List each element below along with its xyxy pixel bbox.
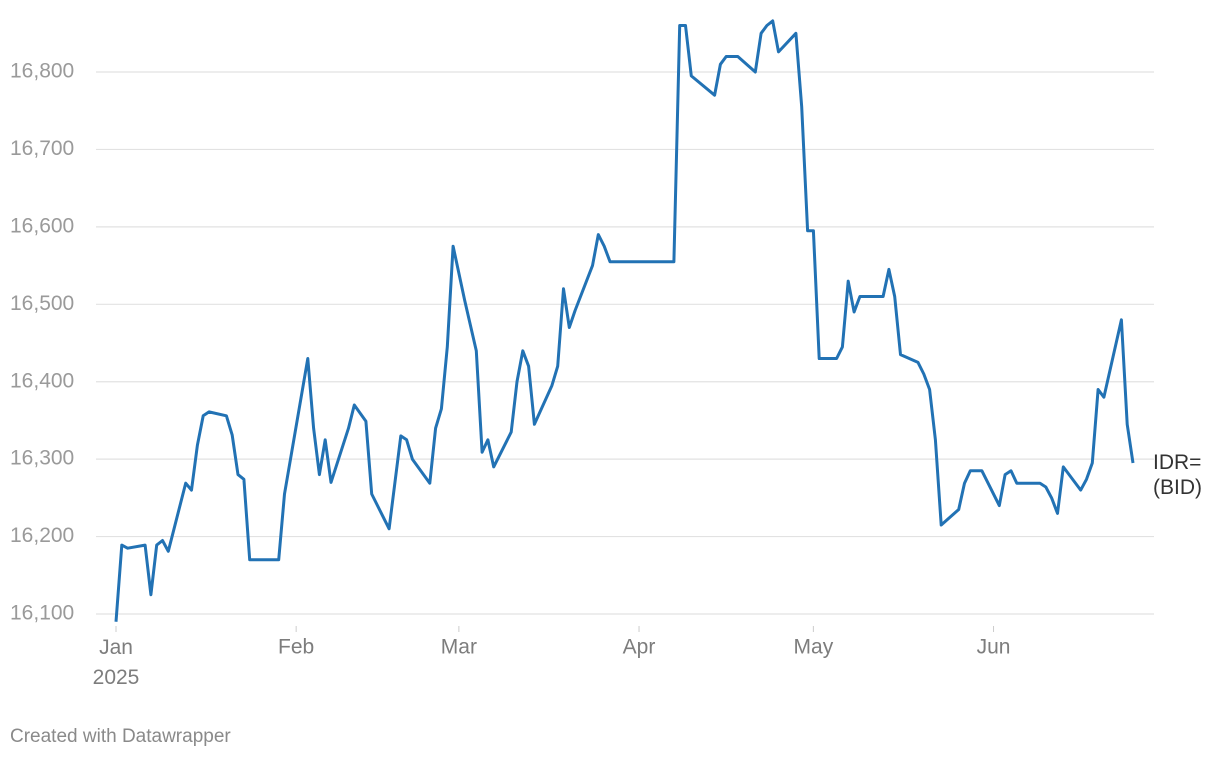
y-tick-label: 16,800 — [10, 60, 74, 83]
x-tick-label: Mar — [441, 636, 477, 659]
x-tick-label: Jan 2025 — [93, 636, 140, 689]
y-tick-label: 16,300 — [10, 447, 74, 470]
y-tick-label: 16,500 — [10, 292, 74, 315]
x-tick-label: Jun — [977, 636, 1011, 659]
series-line — [114, 19, 1135, 622]
x-tick-label: Apr — [623, 636, 656, 659]
credit: Created with Datawrapper — [10, 726, 231, 747]
y-tick-label: 16,600 — [10, 214, 74, 237]
y-tick-label: 16,100 — [10, 602, 74, 625]
x-tick-label: Feb — [278, 636, 314, 659]
series-label: IDR= (BID) — [1153, 451, 1202, 499]
y-tick-label: 16,700 — [10, 137, 74, 160]
y-tick-label: 16,200 — [10, 524, 74, 547]
y-tick-label: 16,400 — [10, 369, 74, 392]
x-tick-label: May — [794, 636, 834, 659]
